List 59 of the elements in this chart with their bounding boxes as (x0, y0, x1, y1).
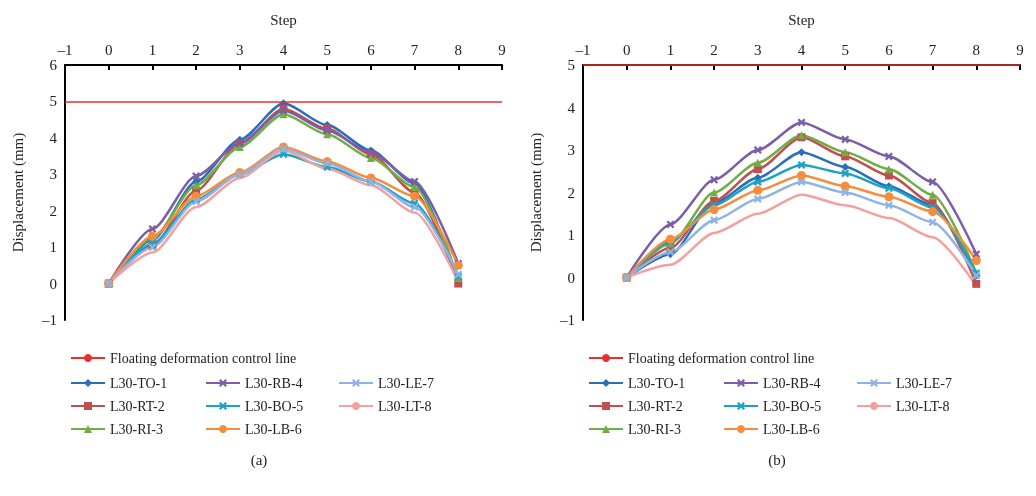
legend-label: L30-RB-4 (763, 375, 821, 391)
legend-label: L30-LB-6 (245, 421, 302, 437)
y-tick-label: 3 (49, 166, 57, 183)
y-tick-label: 6 (49, 57, 58, 73)
y-tick-label: 0 (567, 269, 575, 286)
x-axis-title: Step (270, 11, 297, 28)
x-tick-label: 0 (104, 41, 113, 58)
x-tick-label: 2 (192, 41, 200, 58)
x-tick-label: 1 (666, 41, 675, 58)
x-tick-label: 8 (972, 41, 981, 58)
y-tick-label: 3 (567, 142, 575, 158)
y-axis-title: Displacement (mm) (527, 132, 545, 253)
x-tick-label: 4 (279, 41, 288, 58)
legend-label: L30-RT-2 (110, 398, 165, 414)
x-tick-label: 6 (885, 41, 894, 58)
y-tick-label: 5 (567, 57, 575, 73)
legend-label: Floating deformation control line (628, 350, 815, 366)
legend-label: L30-LT-8 (378, 398, 432, 414)
y-tick-label: 1 (49, 239, 57, 256)
x-axis-title: Step (788, 11, 815, 28)
y-tick-label: 1 (567, 227, 575, 243)
x-tick-label: 1 (148, 41, 157, 58)
legend-label: L30-LE-7 (896, 375, 952, 391)
x-tick-label: 6 (367, 41, 376, 58)
legend-label: L30-LT-8 (896, 398, 950, 414)
x-tick-label: 4 (797, 41, 806, 58)
y-tick-label: –1 (41, 312, 57, 328)
legend-label: Floating deformation control line (110, 350, 297, 366)
legend-label: L30-RB-4 (245, 375, 303, 391)
legend-label: L30-BO-5 (245, 398, 304, 414)
legend-label: L30-TO-1 (628, 375, 686, 391)
x-tick-label: 9 (498, 41, 506, 58)
legend-label: L30-RT-2 (628, 398, 683, 414)
y-axis-title: Displacement (mm) (9, 132, 27, 253)
x-tick-label: 5 (323, 41, 331, 58)
x-tick-label: 8 (454, 41, 463, 58)
y-tick-label: 0 (49, 275, 57, 292)
legend-label: L30-RI-3 (628, 421, 681, 437)
y-tick-label: 2 (567, 184, 575, 201)
y-tick-label: –1 (559, 312, 575, 328)
x-tick-label: 2 (710, 41, 718, 58)
y-tick-label: 4 (567, 99, 576, 116)
x-tick-label: 5 (841, 41, 849, 58)
x-tick-label: 7 (410, 41, 419, 58)
x-tick-label: 7 (928, 41, 937, 58)
legend-label: L30-BO-5 (763, 398, 822, 414)
y-tick-label: 4 (49, 129, 58, 146)
x-tick-label: 3 (236, 41, 244, 58)
legend-label: L30-RI-3 (110, 421, 163, 437)
legend-label: L30-LB-6 (763, 421, 820, 437)
text: (a) (250, 451, 268, 469)
legend-label: L30-LE-7 (378, 375, 434, 391)
text: (b) (768, 451, 786, 469)
x-tick-label: 9 (1016, 41, 1024, 58)
y-tick-label: 5 (49, 93, 57, 110)
y-tick-label: 2 (49, 202, 57, 219)
x-tick-label: 0 (622, 41, 631, 58)
legend-label: L30-TO-1 (110, 375, 168, 391)
x-tick-label: 3 (754, 41, 762, 58)
